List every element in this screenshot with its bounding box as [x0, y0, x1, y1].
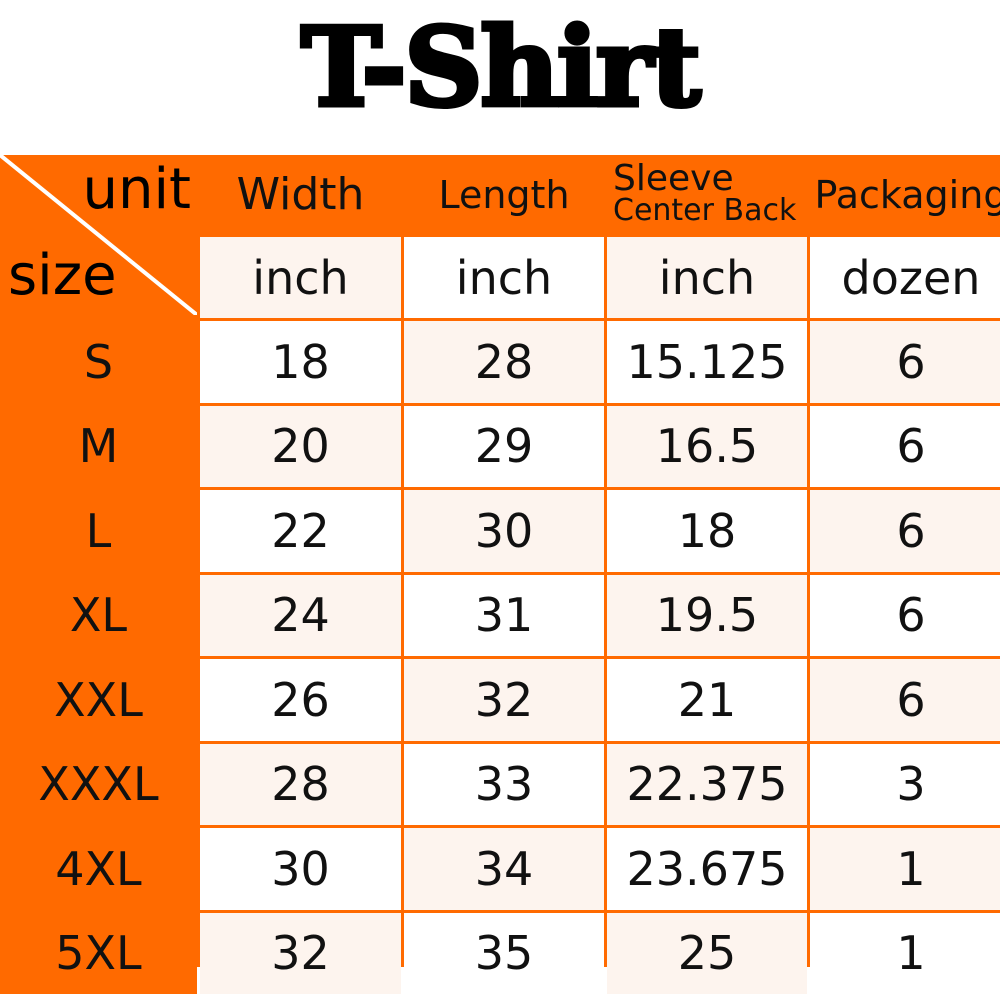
value-cell-sleeve: 23.675 [607, 828, 807, 910]
column-header-sleeve: Sleeve Center Back [607, 155, 807, 234]
size-cell: L [0, 490, 197, 572]
size-cell: XL [0, 574, 197, 656]
value-cell-packaging: 3 [810, 743, 1000, 825]
value-cell-width: 26 [200, 659, 401, 741]
value-cell-width: 18 [200, 321, 401, 403]
value-cell-sleeve: 18 [607, 490, 807, 572]
size-cell: M [0, 405, 197, 487]
value-cell-packaging: 1 [810, 828, 1000, 910]
unit-cell-length: inch [404, 237, 604, 318]
value-cell-packaging: 6 [810, 405, 1000, 487]
size-cell: XXL [0, 659, 197, 741]
unit-label: unit [82, 157, 192, 222]
value-cell-width: 30 [200, 828, 401, 910]
value-cell-sleeve: 15.125 [607, 321, 807, 403]
diagonal-divider [0, 155, 197, 315]
value-cell-length: 31 [404, 574, 604, 656]
value-cell-length: 28 [404, 321, 604, 403]
value-cell-sleeve: 16.5 [607, 405, 807, 487]
value-cell-width: 32 [200, 912, 401, 994]
value-cell-length: 30 [404, 490, 604, 572]
unit-cell-packaging: dozen [810, 237, 1000, 318]
size-chart-table: unit size Width Length Sleeve Center Bac… [0, 155, 1000, 994]
value-cell-packaging: 1 [810, 912, 1000, 994]
column-header-packaging: Packaging [810, 155, 1000, 234]
value-cell-length: 29 [404, 405, 604, 487]
value-cell-sleeve: 21 [607, 659, 807, 741]
value-cell-width: 28 [200, 743, 401, 825]
value-cell-sleeve: 25 [607, 912, 807, 994]
value-cell-length: 34 [404, 828, 604, 910]
column-header-length: Length [404, 155, 604, 234]
corner-header-cell: unit size [0, 155, 197, 318]
sleeve-label: Sleeve [613, 157, 734, 199]
size-cell: XXXL [0, 743, 197, 825]
value-cell-packaging: 6 [810, 321, 1000, 403]
center-back-label: Center Back [613, 192, 797, 228]
size-cell: S [0, 321, 197, 403]
value-cell-width: 20 [200, 405, 401, 487]
size-cell: 4XL [0, 828, 197, 910]
value-cell-width: 24 [200, 574, 401, 656]
value-cell-length: 32 [404, 659, 604, 741]
page-title: T-Shirt [299, 5, 704, 131]
unit-cell-sleeve: inch [607, 237, 807, 318]
value-cell-sleeve: 19.5 [607, 574, 807, 656]
value-cell-length: 35 [404, 912, 604, 994]
value-cell-packaging: 6 [810, 490, 1000, 572]
unit-cell-width: inch [200, 237, 401, 318]
size-label: size [8, 243, 117, 308]
column-header-width: Width [200, 155, 401, 234]
value-cell-packaging: 6 [810, 574, 1000, 656]
value-cell-packaging: 6 [810, 659, 1000, 741]
size-cell: 5XL [0, 912, 197, 994]
value-cell-sleeve: 22.375 [607, 743, 807, 825]
value-cell-width: 22 [200, 490, 401, 572]
value-cell-length: 33 [404, 743, 604, 825]
